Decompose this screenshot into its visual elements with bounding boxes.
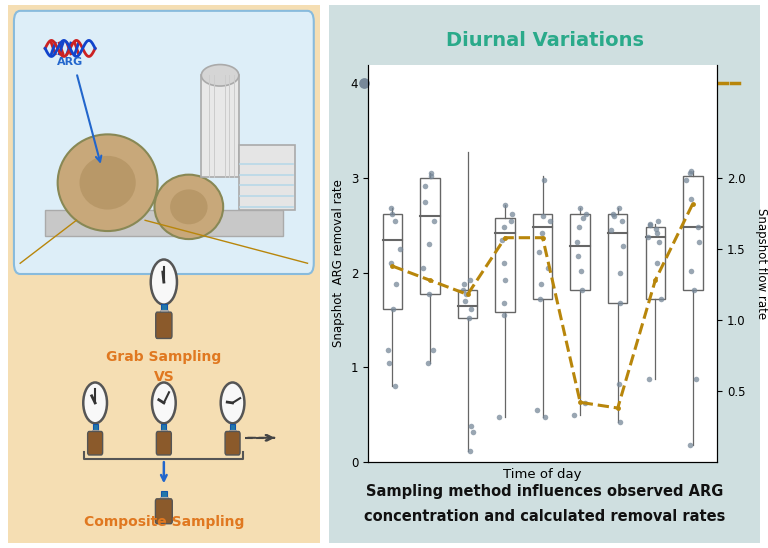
Text: concentration and calculated removal rates: concentration and calculated removal rat… xyxy=(364,509,726,524)
Circle shape xyxy=(152,383,176,423)
FancyBboxPatch shape xyxy=(88,431,103,455)
FancyBboxPatch shape xyxy=(160,496,167,502)
Ellipse shape xyxy=(154,175,223,239)
Circle shape xyxy=(83,383,107,423)
Text: Diurnal Variations: Diurnal Variations xyxy=(445,31,644,50)
Text: Composite Sampling: Composite Sampling xyxy=(84,515,244,529)
Ellipse shape xyxy=(170,190,207,224)
Ellipse shape xyxy=(201,65,239,86)
FancyBboxPatch shape xyxy=(161,310,167,316)
Text: Sampling method influences observed ARG: Sampling method influences observed ARG xyxy=(366,484,723,499)
FancyBboxPatch shape xyxy=(92,430,98,435)
FancyBboxPatch shape xyxy=(161,424,167,431)
FancyBboxPatch shape xyxy=(161,430,167,435)
Text: ARG: ARG xyxy=(57,57,83,67)
FancyBboxPatch shape xyxy=(325,0,765,548)
FancyBboxPatch shape xyxy=(156,312,172,339)
FancyBboxPatch shape xyxy=(161,304,167,311)
FancyBboxPatch shape xyxy=(239,145,295,209)
Ellipse shape xyxy=(58,134,157,231)
FancyBboxPatch shape xyxy=(201,75,239,178)
Point xyxy=(358,79,370,88)
FancyBboxPatch shape xyxy=(161,491,167,498)
Text: Grab Sampling: Grab Sampling xyxy=(106,350,221,364)
FancyBboxPatch shape xyxy=(92,424,98,431)
FancyBboxPatch shape xyxy=(14,11,314,274)
Circle shape xyxy=(151,260,177,305)
Y-axis label: Snapshot flow rate: Snapshot flow rate xyxy=(755,208,768,319)
Ellipse shape xyxy=(80,156,136,209)
FancyBboxPatch shape xyxy=(155,499,172,524)
Text: VS: VS xyxy=(154,370,174,384)
FancyBboxPatch shape xyxy=(2,0,326,548)
Polygon shape xyxy=(45,209,283,236)
FancyBboxPatch shape xyxy=(230,424,235,431)
FancyBboxPatch shape xyxy=(225,431,240,455)
FancyBboxPatch shape xyxy=(157,431,171,455)
FancyBboxPatch shape xyxy=(229,430,236,435)
Circle shape xyxy=(220,383,244,423)
